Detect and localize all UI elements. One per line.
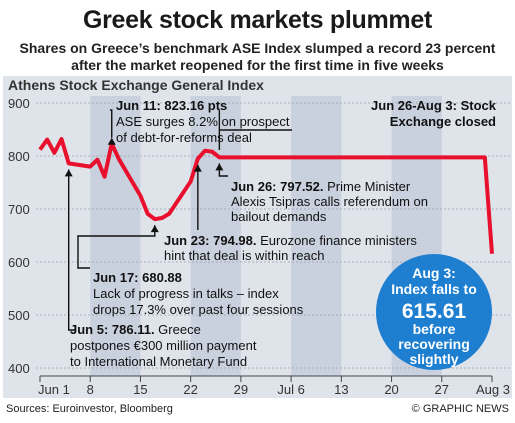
annotation-arrow xyxy=(215,163,224,171)
y-axis-ticks: 400 500 600 700 800 900 xyxy=(8,96,30,376)
x-tick-label: 15 xyxy=(133,382,147,397)
week-band xyxy=(291,96,342,376)
annotation-leader xyxy=(218,110,292,150)
closure-label: Exchange closed xyxy=(390,114,496,129)
x-tick-label: Jun 1 xyxy=(38,382,70,397)
annotation-line: to International Monetary Fund xyxy=(70,354,247,369)
annotation-line: of debt-for-reforms deal xyxy=(116,130,252,145)
annotation-text: Jun 11: 823.16 pts xyxy=(116,98,227,113)
final-callout-text: 615.61 xyxy=(402,300,467,323)
x-tick-label: Jul 6 xyxy=(277,382,304,397)
annotation-date: Jun 26: 797.52. xyxy=(231,179,324,194)
week-bands xyxy=(90,96,442,376)
annotation-arrow xyxy=(150,225,159,233)
x-tick-label: Aug 3 xyxy=(476,382,510,397)
annotation-arrow xyxy=(64,169,73,177)
y-tick-label: 700 xyxy=(8,202,30,217)
x-tick-label: 8 xyxy=(87,382,94,397)
sources-text: Sources: Euroinvestor, Bloomberg xyxy=(6,403,173,415)
x-axis-ticks: Jun 1 8 15 22 29 Jul 6 13 20 27 Aug 3 xyxy=(38,375,510,397)
annotation-text: Jun 17: 680.88 xyxy=(93,270,182,285)
annotation-line: drops 17.3% over past four sessions xyxy=(93,302,304,317)
x-tick-label: 29 xyxy=(234,382,248,397)
annotation-arrow xyxy=(107,137,116,145)
subtitle-line-2: after the market reopened for the first … xyxy=(71,57,444,73)
annotation-text: Jun 23: 794.98. Eurozone finance ministe… xyxy=(164,233,417,248)
annotation-line: Alexis Tsipras calls referendum on xyxy=(231,194,428,209)
series-line xyxy=(38,137,494,254)
y-tick-label: 900 xyxy=(8,96,30,111)
y-tick-label: 800 xyxy=(8,149,30,164)
final-callout-text: slightly xyxy=(409,351,458,367)
chart-marks: Jun 11: 823.16 pts ASE surges 8.2% on pr… xyxy=(38,98,497,370)
subtitle-line-1: Shares on Greece’s benchmark ASE Index s… xyxy=(19,40,496,56)
annotation-date: Jun 17: 680.88 xyxy=(93,270,182,285)
x-tick-label: 20 xyxy=(384,382,398,397)
final-callout-text: Index falls to xyxy=(391,281,477,297)
annotation-text: Jun 26: 797.52. Prime Minister xyxy=(231,179,411,194)
final-callout-text: Aug 3: xyxy=(412,265,456,281)
annotation-line: postpones €300 million payment xyxy=(70,338,257,353)
annotation-date: Jun 23: 794.98. xyxy=(164,233,257,248)
chart-title: Athens Stock Exchange General Index xyxy=(8,77,264,93)
annotation-text: Jun 5: 786.11. Greece xyxy=(70,322,201,337)
x-tick-label: 13 xyxy=(334,382,348,397)
final-callout-text: before xyxy=(413,321,456,337)
page-title: Greek stock markets plummet xyxy=(82,6,432,34)
annotation-leader xyxy=(67,169,75,331)
y-tick-label: 600 xyxy=(8,255,30,270)
final-callout-circle xyxy=(376,254,492,370)
y-tick-label: 400 xyxy=(8,361,30,376)
annotation-leader xyxy=(110,109,113,138)
annotation-line: Greece xyxy=(155,322,201,337)
annotation-date: Jun 11: 823.16 pts xyxy=(116,98,227,113)
x-tick-label: 22 xyxy=(183,382,197,397)
y-tick-label: 500 xyxy=(8,308,30,323)
annotation-line: hint that deal is within reach xyxy=(164,248,324,263)
annotation-date: Jun 5: 786.11. xyxy=(70,322,155,337)
final-callout-text: recovering xyxy=(398,336,470,352)
annotation-leader xyxy=(77,225,156,269)
x-tick-label: 27 xyxy=(435,382,449,397)
week-band xyxy=(190,96,241,376)
closure-label: Jun 26-Aug 3: Stock xyxy=(371,98,497,113)
annotation-line: Eurozone finance ministers xyxy=(257,233,418,248)
credit-text: © GRAPHIC NEWS xyxy=(411,403,509,415)
annotation-line: Prime Minister xyxy=(324,179,411,194)
annotation-line: ASE surges 8.2% on prospect xyxy=(116,114,290,129)
annotation-line: bailout demands xyxy=(231,209,327,224)
annotation-arrow xyxy=(193,164,202,172)
annotation-line: Lack of progress in talks – index xyxy=(93,286,279,301)
